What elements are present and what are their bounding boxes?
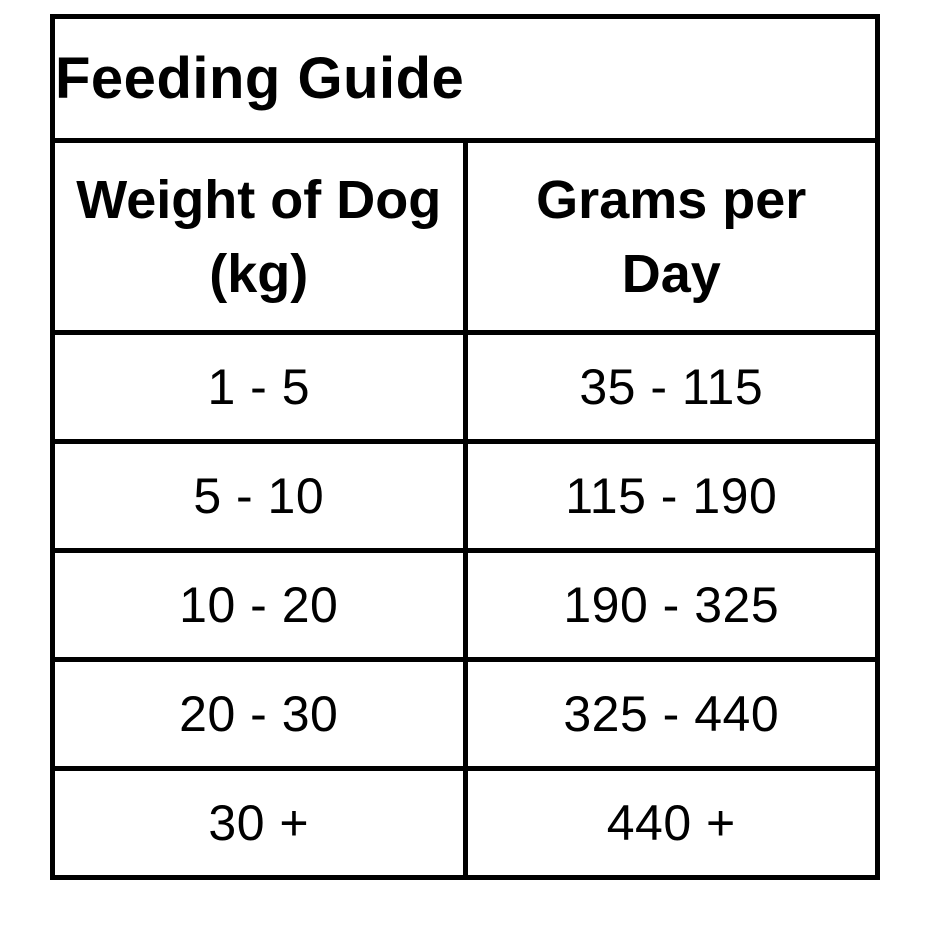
grams-range-cell: 35 - 115 xyxy=(462,330,880,444)
table-row: 5 - 10 115 - 190 xyxy=(50,439,880,553)
column-header-weight: Weight of Dog (kg) xyxy=(50,138,468,335)
table-row: 1 - 5 35 - 115 xyxy=(50,330,880,444)
table-row: 30 + 440 + xyxy=(50,766,880,880)
grams-range-cell: 115 - 190 xyxy=(462,439,880,553)
grams-range-cell: 325 - 440 xyxy=(462,657,880,771)
table-row: 10 - 20 190 - 325 xyxy=(50,548,880,662)
table-row: 20 - 30 325 - 440 xyxy=(50,657,880,771)
title-row: Feeding Guide xyxy=(50,14,880,143)
weight-range-cell: 1 - 5 xyxy=(50,330,468,444)
header-row: Weight of Dog (kg) Grams per Day xyxy=(50,138,880,335)
weight-range-cell: 20 - 30 xyxy=(50,657,468,771)
weight-range-cell: 5 - 10 xyxy=(50,439,468,553)
weight-range-cell: 30 + xyxy=(50,766,468,880)
grams-range-cell: 440 + xyxy=(462,766,880,880)
column-header-weight-line2: (kg) xyxy=(209,243,309,304)
column-header-grams-line1: Grams per xyxy=(536,169,807,230)
page-title: Feeding Guide xyxy=(50,14,880,143)
column-header-weight-line1: Weight of Dog xyxy=(76,169,442,230)
weight-range-cell: 10 - 20 xyxy=(50,548,468,662)
column-header-grams-line2: Day xyxy=(621,243,721,304)
grams-range-cell: 190 - 325 xyxy=(462,548,880,662)
feeding-guide-table: Feeding Guide Weight of Dog (kg) Grams p… xyxy=(50,14,880,880)
column-header-grams: Grams per Day xyxy=(462,138,880,335)
